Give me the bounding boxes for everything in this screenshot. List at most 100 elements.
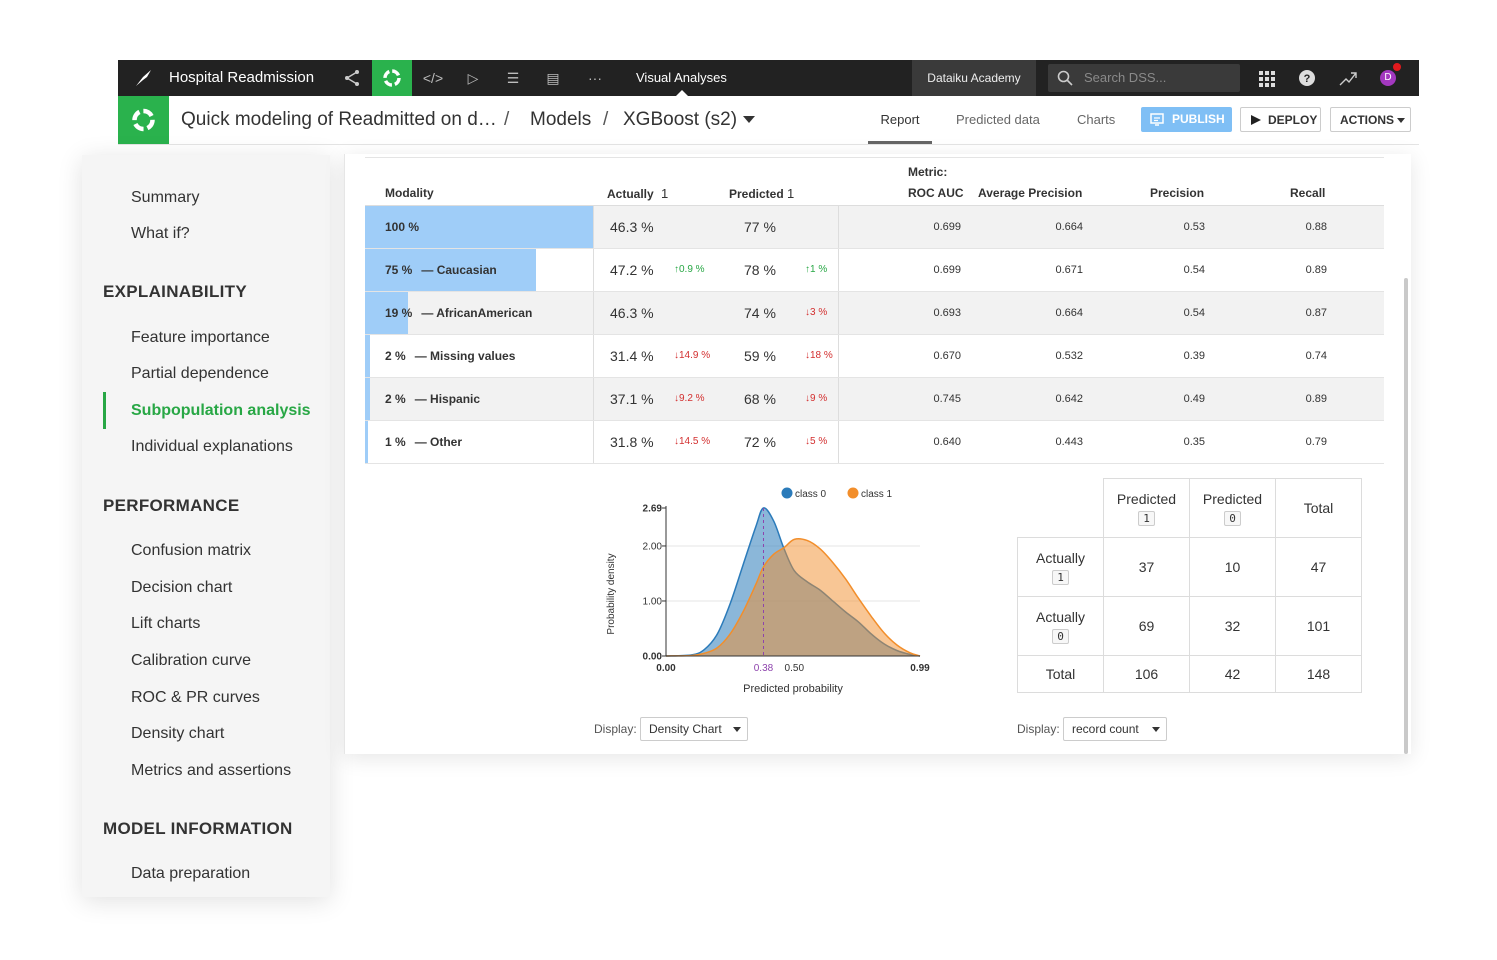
svg-text:?: ? — [1304, 73, 1311, 85]
table-row[interactable]: 2 % — Missing values 31.4 % ↓14.9 % 59 % ↓18 … — [365, 335, 1384, 378]
search-box[interactable]: Search DSS... — [1048, 64, 1240, 92]
table-row[interactable]: 1 % — Other 31.8 % ↓14.5 % 72 % ↓5 % 0.640 0.44… — [365, 421, 1384, 464]
roc-auc-value: 0.693 — [933, 307, 961, 319]
table-row[interactable]: 19 % — AfricanAmerican 46.3 % 74 % ↓3 % 0.693… — [365, 292, 1384, 335]
col-header-total: Total — [1275, 478, 1362, 538]
scrollbar[interactable] — [1404, 278, 1408, 754]
header-modality: Modality — [385, 186, 434, 200]
modality-cell: 75 % — Caucasian — [385, 249, 497, 291]
roc-auc-value: 0.640 — [933, 436, 961, 448]
recall-value: 0.87 — [1305, 307, 1327, 319]
header-predicted: Predicted 1 — [729, 186, 794, 201]
modality-name: — Missing values — [414, 349, 516, 363]
tab-predicted-data[interactable]: Predicted data — [956, 112, 1040, 127]
table-row[interactable]: 75 % — Caucasian 47.2 % ↑0.9 % 78 % ↑1 % 0.699… — [365, 249, 1384, 292]
apps-grid-icon[interactable] — [1255, 60, 1279, 96]
publish-button[interactable]: PUBLISH — [1141, 107, 1232, 132]
visual-analyses-label[interactable]: Visual Analyses — [636, 70, 727, 85]
x-axis-label: Predicted probability — [743, 683, 843, 695]
user-avatar[interactable]: D — [1380, 70, 1396, 86]
roc-auc-value: 0.670 — [933, 350, 961, 362]
confusion-display-select[interactable]: record count — [1063, 717, 1167, 741]
tab-report[interactable]: Report — [868, 96, 932, 144]
sidebar-item-metrics-assertions[interactable]: Metrics and assertions — [131, 762, 292, 779]
trend-icon[interactable] — [1336, 60, 1360, 96]
sidebar-item-feature-importance[interactable]: Feature importance — [131, 329, 270, 346]
modality-cell: 100 % — [385, 206, 428, 248]
chevron-down-icon[interactable] — [743, 116, 755, 124]
modality-name: — AfricanAmerican — [421, 306, 533, 320]
deploy-button[interactable]: DEPLOY — [1240, 107, 1321, 132]
sidebar-item-data-preparation[interactable]: Data preparation — [131, 865, 251, 882]
dashboard-icon[interactable]: ▤ — [546, 70, 560, 86]
header-actually-label: Actually — [607, 187, 654, 201]
modality-pct: 19 % — [385, 306, 413, 320]
column-divider — [838, 335, 839, 377]
density-display-select[interactable]: Density Chart — [640, 717, 748, 741]
database-icon[interactable]: ☰ — [506, 70, 520, 86]
header-roc-auc[interactable]: ROC AUC — [908, 186, 964, 200]
actually-value: 37.1 % — [610, 391, 654, 407]
actually-value: 31.8 % — [610, 434, 654, 450]
sidebar-item-confusion-matrix[interactable]: Confusion matrix — [131, 542, 252, 559]
class-code: 1 — [1052, 569, 1069, 585]
table-row[interactable]: 2 % — Hispanic 37.1 % ↓9.2 % 68 % ↓9 % 0.745 0.… — [365, 378, 1384, 421]
code-icon[interactable]: </> — [422, 70, 444, 86]
predicted-value: 74 % — [744, 305, 776, 321]
sidebar-item-decision-chart[interactable]: Decision chart — [131, 579, 233, 596]
down-arrow-icon: ↓ — [805, 436, 810, 447]
row-header-total: Total — [1017, 655, 1104, 693]
dataiku-bird-logo-icon[interactable] — [134, 68, 154, 88]
publish-icon — [1150, 113, 1164, 126]
sidebar-item-density-chart[interactable]: Density chart — [131, 725, 225, 742]
sidebar-item-summary[interactable]: Summary — [131, 189, 200, 206]
down-arrow-icon: ↓ — [805, 393, 810, 404]
breadcrumb-separator: / — [603, 109, 609, 130]
sidebar-item-lift-charts[interactable]: Lift charts — [131, 615, 201, 632]
predicted-delta: ↓9 % — [805, 378, 827, 420]
sidebar-item-individual-explanations[interactable]: Individual explanations — [131, 438, 293, 455]
actually-value: 31.4 % — [610, 348, 654, 364]
predicted-delta: ↓5 % — [805, 421, 827, 463]
column-divider — [838, 378, 839, 420]
sidebar-section-explainability: EXPLAINABILITY — [103, 282, 247, 301]
cm-cell-col-total: 42 — [1189, 655, 1276, 693]
table-row[interactable]: 100 % 46.3 % 77 % 0.699 0.664 0.53 0.88 — [365, 206, 1384, 249]
x-tick-label: 0.99 — [910, 663, 930, 674]
more-icon[interactable]: ··· — [588, 70, 602, 86]
predicted-delta-value: 3 % — [810, 307, 828, 318]
visual-analysis-nav-icon[interactable] — [372, 60, 412, 96]
actions-button[interactable]: ACTIONS — [1330, 107, 1411, 132]
sidebar-item-partial-dependence[interactable]: Partial dependence — [131, 365, 269, 382]
sidebar-item-subpopulation-analysis[interactable]: Subpopulation analysis — [131, 402, 311, 419]
predicted-delta: ↑1 % — [805, 249, 827, 291]
sidebar-item-calibration-curve[interactable]: Calibration curve — [131, 652, 252, 669]
precision-value: 0.53 — [1183, 221, 1205, 233]
tab-charts[interactable]: Charts — [1077, 112, 1116, 127]
predicted-delta-value: 9 % — [810, 393, 828, 404]
sidebar-item-roc-pr-curves[interactable]: ROC & PR curves — [131, 689, 260, 706]
predicted-value: 78 % — [744, 262, 776, 278]
col-header-label: Predicted — [1202, 490, 1263, 507]
caret-down-icon — [1152, 727, 1160, 732]
sidebar-item-what-if[interactable]: What if? — [131, 225, 190, 242]
project-name[interactable]: Hospital Readmission — [169, 69, 315, 86]
play-icon[interactable]: ▷ — [467, 70, 479, 86]
breadcrumb-analysis[interactable]: Quick modeling of Readmitted on d… — [181, 109, 497, 130]
deploy-label: DEPLOY — [1268, 113, 1318, 127]
column-divider — [593, 335, 594, 377]
academy-badge[interactable]: Dataiku Academy — [912, 60, 1036, 96]
breadcrumb-model-name[interactable]: XGBoost (s2) — [623, 109, 738, 130]
help-icon[interactable]: ? — [1295, 60, 1319, 96]
cm-cell-true-positive: 37 — [1103, 537, 1190, 597]
corner-cell — [1017, 478, 1104, 538]
predicted-delta-value: 1 % — [810, 264, 828, 275]
legend-marker-class-1 — [847, 487, 859, 499]
publish-label: PUBLISH — [1172, 112, 1225, 126]
flow-icon[interactable] — [338, 60, 366, 96]
share-bar — [365, 421, 368, 463]
breadcrumb-models[interactable]: Models — [530, 109, 592, 130]
legend-marker-class-0 — [781, 487, 793, 499]
predicted-value: 72 % — [744, 434, 776, 450]
top-navbar: Hospital Readmission </> ▷ ☰ ▤ ··· Visua… — [118, 60, 1419, 96]
